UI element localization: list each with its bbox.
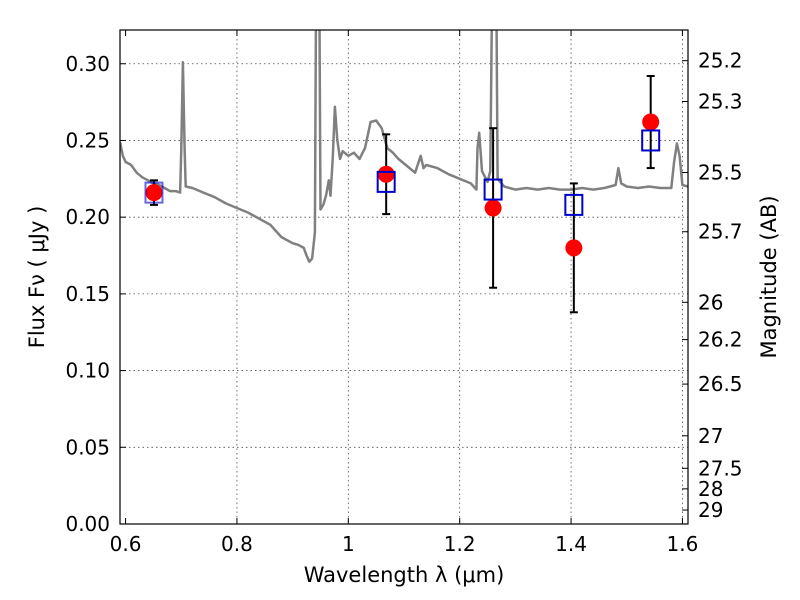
y-tick-label: 0.00 [65, 512, 110, 536]
ticks [120, 30, 688, 525]
x-tick-label: 0.8 [221, 532, 253, 556]
y2-tick-label: 25.2 [698, 49, 743, 73]
y-axis-label: Flux Fν ( μJy ) [25, 206, 49, 349]
observed-point [145, 184, 163, 202]
x-tick-label: 1.2 [444, 532, 476, 556]
observed-point [377, 165, 395, 183]
model-photometry-point [144, 181, 164, 204]
tick-labels: 0.6 0.8 1 1.2 1.4 1.6 0.00 0.05 0.10 0.15 0.20 0.25… [65, 49, 742, 556]
x-tick-label: 1.6 [667, 532, 699, 556]
model-photometry-layer [144, 129, 661, 216]
y-tick-label: 0.05 [65, 435, 110, 459]
model-photometry-point [483, 178, 503, 201]
model-spectrum-line [120, 30, 688, 263]
observed-point [642, 113, 660, 131]
model-spectrum-layer [120, 30, 688, 263]
observed-points-layer [145, 113, 660, 257]
y2-tick-label: 29 [698, 498, 723, 522]
observed-point [484, 199, 502, 217]
x-tick-label: 1 [342, 532, 355, 556]
y-tick-label: 0.15 [65, 282, 110, 306]
observed-point [565, 239, 583, 257]
y-tick-label: 0.20 [65, 205, 110, 229]
x-tick-label: 0.6 [110, 532, 142, 556]
x-axis-label: Wavelength λ (μm) [304, 563, 505, 587]
plot-frame [119, 29, 689, 525]
y2-tick-label: 25.7 [698, 220, 743, 244]
grid [120, 30, 688, 524]
y2-tick-label: 26.2 [698, 328, 743, 352]
y2-tick-label: 26.5 [698, 372, 743, 396]
y2-tick-label: 25.5 [698, 161, 743, 185]
model-photometry-point [564, 193, 584, 216]
y-tick-label: 0.10 [65, 359, 110, 383]
y2-tick-label: 25.3 [698, 89, 743, 113]
x-tick-label: 1.4 [555, 532, 587, 556]
y2-tick-label: 27.5 [698, 456, 743, 480]
y-tick-label: 0.25 [65, 128, 110, 152]
y2-axis-label: Magnitude (AB) [757, 195, 781, 358]
y-tick-label: 0.30 [65, 52, 110, 76]
y2-tick-label: 27 [698, 424, 723, 448]
model-photometry-point [376, 170, 396, 193]
y2-tick-label: 28 [698, 477, 723, 501]
y2-tick-label: 26 [698, 290, 723, 314]
model-photometry-point [641, 129, 661, 152]
